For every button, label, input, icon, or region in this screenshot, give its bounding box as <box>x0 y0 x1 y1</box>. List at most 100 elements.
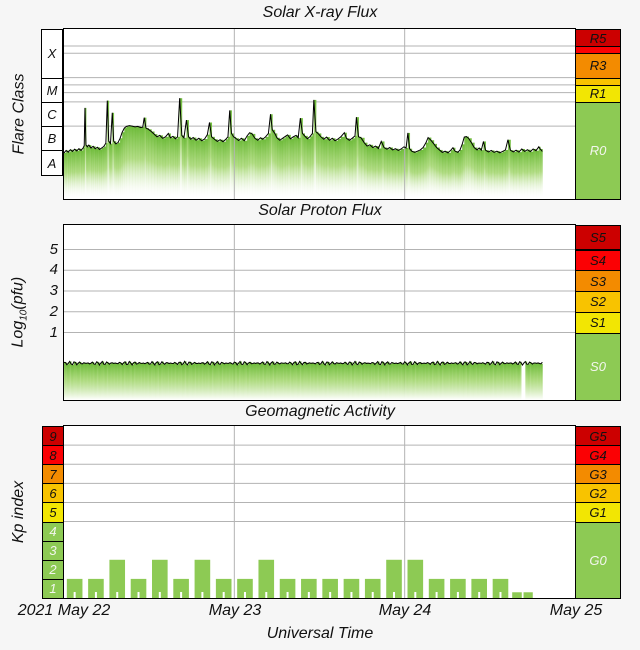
flux-fill-strip <box>346 363 349 400</box>
flux-fill-strip <box>93 146 96 199</box>
flux-fill-strip <box>336 362 339 400</box>
flux-fill-strip <box>393 363 396 400</box>
flux-fill-strip <box>354 361 357 400</box>
flux-fill-strip <box>417 151 421 199</box>
kp-bar <box>428 578 445 598</box>
kp-bar <box>194 559 211 598</box>
flux-fill-strip <box>220 364 222 400</box>
flux-fill-strip <box>115 362 117 400</box>
flux-fill-strip <box>107 100 110 199</box>
flux-fill-strip <box>370 363 373 400</box>
flux-fill-strip <box>78 148 82 199</box>
flux-fill-strip <box>295 361 298 400</box>
flux-fill-strip <box>364 142 368 199</box>
flux-fill-strip <box>78 363 81 400</box>
flux-fill-strip <box>533 363 536 400</box>
s-scale-box-S2: S2 <box>575 291 621 313</box>
flux-fill-strip <box>211 361 214 400</box>
flux-fill-strip <box>229 110 232 199</box>
flux-fill-strip <box>105 364 107 400</box>
flux-fill-strip <box>261 362 264 400</box>
flux-fill-strip <box>170 137 174 199</box>
flux-fill-strip <box>81 150 84 199</box>
flux-fill-strip <box>286 363 289 400</box>
flux-fill-strip <box>306 364 309 400</box>
flux-fill-strip <box>278 363 281 400</box>
flux-fill-strip <box>337 363 340 400</box>
flare-class-box-X-label: X <box>47 46 57 62</box>
g-scale-box-G2: G2 <box>575 483 621 504</box>
flux-fill-strip <box>309 362 312 400</box>
flux-fill-strip <box>322 361 325 400</box>
flux-fill-strip <box>384 364 387 400</box>
flux-fill-strip <box>235 362 238 400</box>
flux-fill-strip <box>442 361 445 400</box>
flux-fill-strip <box>366 363 369 400</box>
flux-fill-strip <box>332 138 336 199</box>
flux-fill-strip <box>176 363 178 400</box>
flux-fill-strip <box>481 363 484 400</box>
flux-fill-strip <box>272 129 276 199</box>
flux-fill-strip <box>254 138 259 199</box>
flux-fill-strip <box>386 362 389 400</box>
flux-fill-strip <box>361 137 365 199</box>
flux-fill-strip <box>281 362 283 400</box>
proton-ytick-3: 3 <box>49 282 58 299</box>
flux-fill-strip <box>222 362 225 400</box>
flux-fill-strip <box>150 363 153 400</box>
flux-fill-strip <box>481 150 484 199</box>
flux-fill-strip <box>468 363 471 400</box>
flux-fill-strip <box>95 148 98 199</box>
flux-fill-strip <box>494 152 498 199</box>
flux-fill-strip <box>203 362 205 400</box>
flux-fill-strip <box>444 364 447 400</box>
r-scale-box-R1: R1 <box>575 84 621 103</box>
flux-fill-strip <box>462 364 465 400</box>
flux-fill-strip <box>180 362 183 400</box>
flux-fill-strip <box>525 361 528 400</box>
flare-class-box-C-label: C <box>47 106 57 122</box>
flux-fill-strip <box>352 364 354 400</box>
flux-fill-strip <box>513 151 517 199</box>
flux-fill-strip <box>225 139 229 199</box>
flux-fill-strip <box>265 136 269 199</box>
s-scale-box-S1-label: S1 <box>590 315 606 331</box>
flux-fill-strip <box>495 364 498 400</box>
flux-fill-strip <box>378 148 382 199</box>
flux-fill-strip <box>398 150 402 199</box>
flux-fill-strip <box>328 362 330 400</box>
flux-fill-strip <box>354 135 357 199</box>
flux-fill-strip <box>312 363 315 400</box>
flux-fill-strip <box>244 361 247 400</box>
flux-fill-strip <box>398 363 401 400</box>
flux-fill-strip <box>524 151 528 199</box>
flux-fill-strip <box>120 362 123 400</box>
kp-bar-base-tick <box>414 592 417 598</box>
flux-fill-strip <box>526 364 529 400</box>
flux-fill-strip <box>103 364 106 400</box>
flux-fill-strip <box>417 364 420 400</box>
flux-fill-strip <box>167 362 170 400</box>
flux-fill-strip <box>356 117 359 199</box>
flux-fill-strip <box>148 129 152 199</box>
xtick-may25: May 25 <box>549 602 603 619</box>
kp-ylabel-text: Kp index <box>10 480 28 544</box>
flux-fill-strip <box>83 148 85 199</box>
flux-fill-strip <box>428 363 431 400</box>
flux-fill-strip <box>499 152 504 199</box>
flux-fill-strip <box>99 365 102 400</box>
flux-fill-strip <box>340 136 345 199</box>
flux-fill-strip <box>282 363 285 400</box>
flux-fill-strip <box>438 363 441 400</box>
flux-fill-strip <box>468 138 472 199</box>
flux-fill-strip <box>386 149 391 199</box>
flux-fill-strip <box>112 112 115 199</box>
flux-fill-strip <box>142 127 145 199</box>
flux-fill-strip <box>421 363 424 400</box>
kp-bar <box>492 578 509 598</box>
flux-fill-strip <box>152 361 154 400</box>
flux-fill-strip <box>380 364 383 400</box>
g-scale-box-G1-label: G1 <box>589 504 607 520</box>
